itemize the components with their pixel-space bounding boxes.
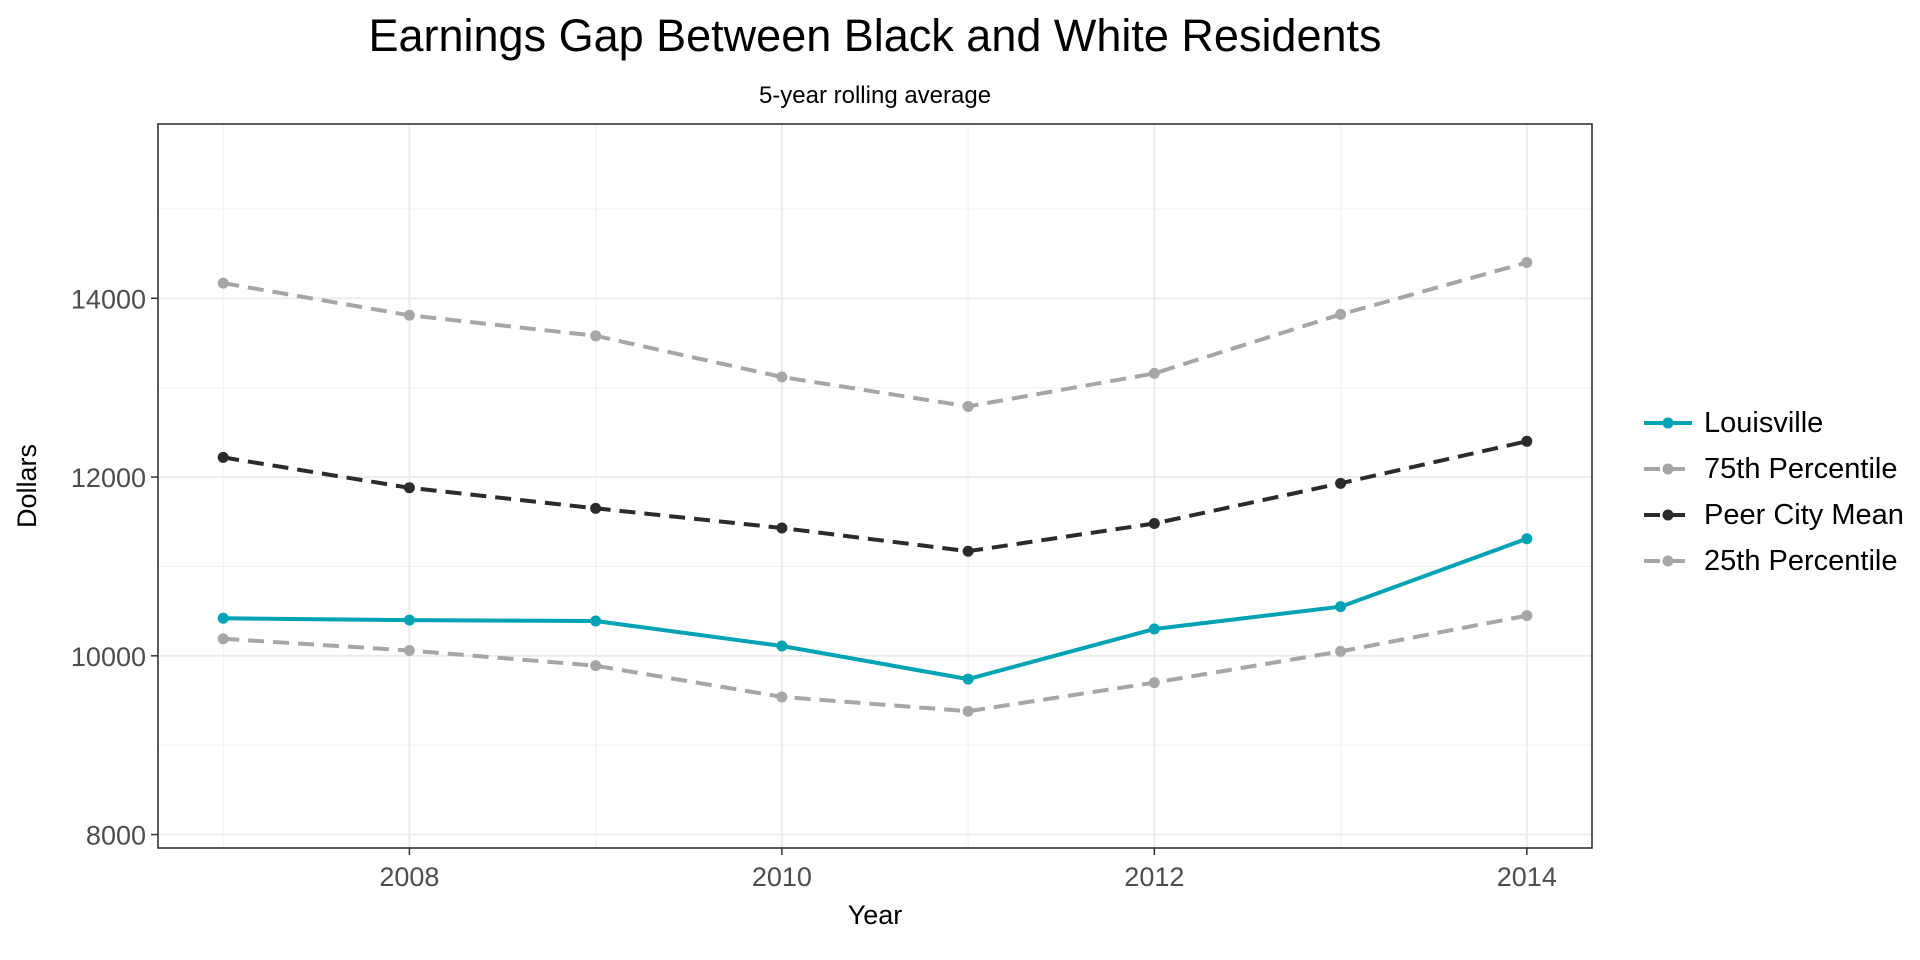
series-line-25th-percentile <box>223 613 1528 714</box>
data-point-louisville <box>403 614 415 626</box>
x-axis-title: Year <box>848 900 903 930</box>
legend-label: Louisville <box>1704 406 1824 439</box>
grid-layer <box>158 124 1592 848</box>
legend-key-point <box>1662 555 1674 567</box>
data-point-peer-city-mean <box>1335 477 1347 489</box>
series-layer <box>217 257 1533 717</box>
x-tick-label: 2012 <box>1124 862 1184 892</box>
series-line-louisville <box>223 536 1528 682</box>
data-point-peer-city-mean <box>217 451 229 463</box>
chart-title: Earnings Gap Between Black and White Res… <box>368 10 1382 61</box>
legend-item-louisville: Louisville <box>1640 400 1904 446</box>
data-point-25th-percentile <box>776 691 788 703</box>
data-point-75th-percentile <box>1335 308 1347 320</box>
plot-panel-border <box>157 123 1593 849</box>
x-tick-label: 2014 <box>1497 862 1557 892</box>
data-point-25th-percentile <box>590 660 602 672</box>
x-tick-label: 2008 <box>379 862 439 892</box>
data-point-25th-percentile <box>217 633 229 645</box>
data-point-25th-percentile <box>1148 677 1160 689</box>
legend-key-peer-city-mean <box>1644 509 1692 521</box>
data-point-louisville <box>1521 533 1533 545</box>
data-point-louisville <box>776 640 788 652</box>
data-point-louisville <box>1335 601 1347 613</box>
data-point-75th-percentile <box>1148 367 1160 379</box>
legend-item-75th-percentile: 75th Percentile <box>1640 446 1904 492</box>
data-point-peer-city-mean <box>590 502 602 514</box>
legend-key-25th-percentile <box>1644 555 1692 567</box>
data-point-louisville <box>962 673 974 685</box>
data-point-25th-percentile <box>403 644 415 656</box>
y-axis-title: Dollars <box>12 444 42 528</box>
data-point-peer-city-mean <box>962 545 974 557</box>
legend: Louisville 75th Percentile Peer City Mean 2… <box>1640 400 1904 584</box>
legend-key-louisville <box>1644 417 1692 429</box>
data-point-75th-percentile <box>590 330 602 342</box>
legend-key-point <box>1662 509 1674 521</box>
legend-label: Peer City Mean <box>1704 498 1904 531</box>
data-point-peer-city-mean <box>403 482 415 494</box>
series-louisville <box>217 533 1533 685</box>
data-point-75th-percentile <box>962 400 974 412</box>
series-line-peer-city-mean <box>222 439 1528 554</box>
legend-item-25th-percentile: 25th Percentile <box>1640 538 1904 584</box>
data-point-louisville <box>217 612 229 624</box>
legend-key-75th-percentile <box>1644 463 1692 475</box>
data-point-25th-percentile <box>1335 645 1347 657</box>
y-tick-label: 12000 <box>71 463 146 493</box>
y-tick-label: 14000 <box>71 284 146 314</box>
chart-subtitle: 5-year rolling average <box>758 82 992 109</box>
legend-label: 25th Percentile <box>1704 544 1898 577</box>
data-point-75th-percentile <box>776 371 788 383</box>
data-point-25th-percentile <box>1521 610 1533 622</box>
legend-key-point <box>1662 463 1674 475</box>
x-tick-label: 2010 <box>752 862 812 892</box>
legend-item-peer-city-mean: Peer City Mean <box>1640 492 1904 538</box>
y-tick-label: 10000 <box>71 642 146 672</box>
data-point-75th-percentile <box>1521 257 1533 269</box>
series-line-75th-percentile <box>222 260 1528 409</box>
data-point-peer-city-mean <box>776 522 788 534</box>
data-point-louisville <box>590 615 602 627</box>
data-point-75th-percentile <box>403 309 415 321</box>
legend-label: 75th Percentile <box>1704 452 1898 485</box>
data-point-75th-percentile <box>217 277 229 289</box>
data-point-louisville <box>1148 623 1160 635</box>
series-25th-percentile <box>217 610 1533 717</box>
legend-key-point <box>1662 417 1674 429</box>
y-tick-label: 8000 <box>86 821 146 851</box>
data-point-peer-city-mean <box>1521 435 1533 447</box>
axis-layer: 8000 10000 12000 14000 2008 2010 2012 2014 <box>71 284 1557 892</box>
data-point-peer-city-mean <box>1148 518 1160 530</box>
series-peer-city-mean <box>217 435 1533 557</box>
data-point-25th-percentile <box>962 705 974 717</box>
series-75th-percentile <box>217 257 1533 412</box>
